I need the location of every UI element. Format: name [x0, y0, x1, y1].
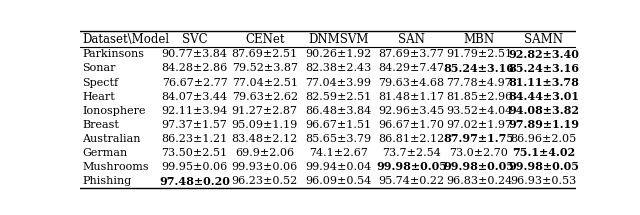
- Text: 90.26±1.92: 90.26±1.92: [305, 49, 371, 59]
- Text: SVC: SVC: [182, 32, 207, 46]
- Text: 96.93±0.53: 96.93±0.53: [511, 176, 577, 186]
- Text: 84.07±3.44: 84.07±3.44: [161, 92, 228, 101]
- Text: 95.74±0.22: 95.74±0.22: [378, 176, 445, 186]
- Text: Phishing: Phishing: [82, 176, 131, 186]
- Text: 82.38±2.43: 82.38±2.43: [305, 63, 371, 74]
- Text: 77.04±2.51: 77.04±2.51: [232, 77, 298, 88]
- Text: 92.96±3.45: 92.96±3.45: [378, 106, 445, 116]
- Text: 87.69±2.51: 87.69±2.51: [232, 49, 298, 59]
- Text: 97.37±1.57: 97.37±1.57: [162, 120, 227, 130]
- Text: Mushrooms: Mushrooms: [82, 162, 148, 172]
- Text: 96.83±0.24: 96.83±0.24: [446, 176, 512, 186]
- Text: MBN: MBN: [463, 32, 495, 46]
- Text: 86.81±2.12: 86.81±2.12: [378, 134, 445, 144]
- Text: 73.50±2.51: 73.50±2.51: [161, 148, 228, 158]
- Text: 79.63±4.68: 79.63±4.68: [378, 77, 445, 88]
- Text: Breast: Breast: [82, 120, 119, 130]
- Text: 83.48±2.12: 83.48±2.12: [232, 134, 298, 144]
- Text: 96.23±0.52: 96.23±0.52: [232, 176, 298, 186]
- Text: 97.02±1.97: 97.02±1.97: [446, 120, 512, 130]
- Text: Heart: Heart: [82, 92, 115, 101]
- Text: 92.82±3.40: 92.82±3.40: [508, 49, 579, 60]
- Text: Dataset\Model: Dataset\Model: [82, 32, 169, 46]
- Text: Spectf: Spectf: [82, 77, 118, 88]
- Text: Ionosphere: Ionosphere: [82, 106, 145, 116]
- Text: 93.52±4.04: 93.52±4.04: [446, 106, 512, 116]
- Text: 99.98±0.05: 99.98±0.05: [376, 161, 447, 172]
- Text: 97.48±0.20: 97.48±0.20: [159, 175, 230, 186]
- Text: 91.79±2.51: 91.79±2.51: [446, 49, 512, 59]
- Text: 95.09±1.19: 95.09±1.19: [232, 120, 298, 130]
- Text: 82.59±2.51: 82.59±2.51: [305, 92, 371, 101]
- Text: 74.1±2.67: 74.1±2.67: [308, 148, 367, 158]
- Text: Australian: Australian: [82, 134, 141, 144]
- Text: 87.69±3.77: 87.69±3.77: [379, 49, 445, 59]
- Text: Sonar: Sonar: [82, 63, 115, 74]
- Text: 87.97±1.75: 87.97±1.75: [444, 133, 515, 144]
- Text: 79.63±2.62: 79.63±2.62: [232, 92, 298, 101]
- Text: 77.78±4.97: 77.78±4.97: [446, 77, 512, 88]
- Text: 75.1±4.02: 75.1±4.02: [512, 147, 575, 158]
- Text: 81.11±3.78: 81.11±3.78: [508, 77, 579, 88]
- Text: 76.67±2.77: 76.67±2.77: [162, 77, 227, 88]
- Text: 86.23±1.21: 86.23±1.21: [161, 134, 228, 144]
- Text: Parkinsons: Parkinsons: [82, 49, 144, 59]
- Text: 84.44±3.01: 84.44±3.01: [508, 91, 579, 102]
- Text: 94.08±3.82: 94.08±3.82: [508, 105, 579, 116]
- Text: 73.7±2.54: 73.7±2.54: [382, 148, 441, 158]
- Text: 99.94±0.04: 99.94±0.04: [305, 162, 371, 172]
- Text: 92.11±3.94: 92.11±3.94: [161, 106, 228, 116]
- Text: 86.96±2.05: 86.96±2.05: [511, 134, 577, 144]
- Text: 73.0±2.70: 73.0±2.70: [449, 148, 508, 158]
- Text: 99.95±0.06: 99.95±0.06: [161, 162, 228, 172]
- Text: 81.48±1.17: 81.48±1.17: [378, 92, 445, 101]
- Text: 96.67±1.70: 96.67±1.70: [379, 120, 445, 130]
- Text: DNMSVM: DNMSVM: [308, 32, 369, 46]
- Text: 90.77±3.84: 90.77±3.84: [161, 49, 228, 59]
- Text: 69.9±2.06: 69.9±2.06: [235, 148, 294, 158]
- Text: 86.48±3.84: 86.48±3.84: [305, 106, 371, 116]
- Text: 96.09±0.54: 96.09±0.54: [305, 176, 371, 186]
- Text: 91.27±2.87: 91.27±2.87: [232, 106, 298, 116]
- Text: 96.67±1.51: 96.67±1.51: [305, 120, 371, 130]
- Text: 81.85±2.96: 81.85±2.96: [446, 92, 512, 101]
- Text: 85.24±3.16: 85.24±3.16: [508, 63, 579, 74]
- Text: 85.24±3.16: 85.24±3.16: [444, 63, 515, 74]
- Text: 84.29±7.47: 84.29±7.47: [379, 63, 445, 74]
- Text: 85.65±3.79: 85.65±3.79: [305, 134, 371, 144]
- Text: SAN: SAN: [398, 32, 425, 46]
- Text: German: German: [82, 148, 127, 158]
- Text: 79.52±3.87: 79.52±3.87: [232, 63, 298, 74]
- Text: 84.28±2.86: 84.28±2.86: [161, 63, 228, 74]
- Text: SAMN: SAMN: [524, 32, 563, 46]
- Text: 97.89±1.19: 97.89±1.19: [508, 119, 579, 130]
- Text: CENet: CENet: [245, 32, 284, 46]
- Text: 99.98±0.05: 99.98±0.05: [444, 161, 515, 172]
- Text: 99.98±0.05: 99.98±0.05: [508, 161, 579, 172]
- Text: 77.04±3.99: 77.04±3.99: [305, 77, 371, 88]
- Text: 99.93±0.06: 99.93±0.06: [232, 162, 298, 172]
